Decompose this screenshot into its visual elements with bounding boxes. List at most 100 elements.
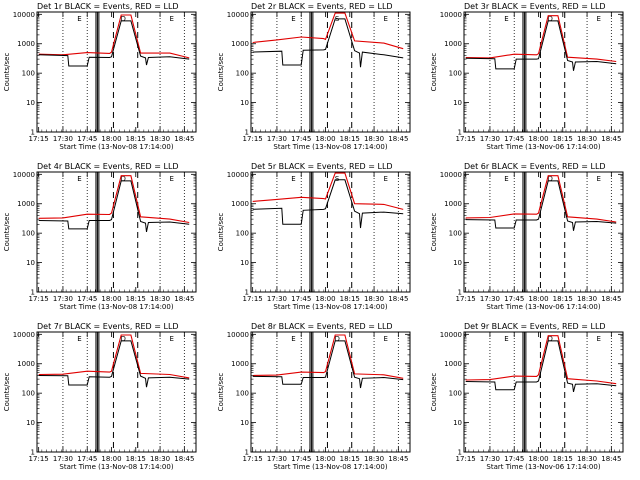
y-tick-label: 1000 <box>17 360 35 368</box>
y-tick-label: 10000 <box>440 171 462 179</box>
flag-label: E <box>504 15 508 23</box>
x-tick-label: 18:30 <box>364 135 384 143</box>
series-line-lld <box>465 175 617 223</box>
x-tick-label: 18:00 <box>101 295 121 303</box>
y-tick-label: 1 <box>31 129 35 137</box>
x-tick-label: 17:45 <box>77 455 97 463</box>
x-tick-label: 18:15 <box>340 135 360 143</box>
y-tick-label: 100 <box>22 70 35 78</box>
x-axis-label: Start Time (13-Nov-08 17:14:00) <box>273 303 387 311</box>
y-tick-label: 10000 <box>227 11 249 19</box>
y-axis-label: Counts/sec <box>430 53 438 92</box>
y-tick-label: 1 <box>31 449 35 457</box>
series-line-lld <box>252 172 404 210</box>
x-tick-label: 17:30 <box>267 135 287 143</box>
series-line-lld <box>38 175 190 224</box>
y-tick-label: 100 <box>22 230 35 238</box>
y-axis-label: Counts/sec <box>217 53 225 92</box>
x-tick-label: 17:45 <box>77 295 97 303</box>
x-tick-label: 18:45 <box>388 295 408 303</box>
y-tick-label: 10 <box>240 419 249 427</box>
panel-det-3: Det 3r BLACK = Events, RED = LLD E D E 1 10 10… <box>430 2 624 151</box>
flag-label: E <box>383 15 387 23</box>
flag-label: D <box>120 15 125 23</box>
panel-title: Det 5r BLACK = Events, RED = LLD <box>251 162 393 171</box>
y-tick-label: 10000 <box>13 11 35 19</box>
y-tick-label: 100 <box>22 390 35 398</box>
x-tick-label: 18:00 <box>528 455 548 463</box>
plot-frame <box>36 171 197 293</box>
x-tick-label: 18:45 <box>174 455 194 463</box>
y-tick-label: 100 <box>236 390 249 398</box>
y-tick-label: 10 <box>26 419 35 427</box>
y-tick-label: 1 <box>458 289 462 297</box>
series-line-lld <box>465 15 617 63</box>
x-tick-label: 17:30 <box>267 295 287 303</box>
x-tick-label: 18:30 <box>577 455 597 463</box>
x-tick-label: 17:45 <box>77 135 97 143</box>
x-tick-label: 17:15 <box>456 135 476 143</box>
y-tick-label: 10 <box>453 99 462 107</box>
x-tick-label: 17:15 <box>456 295 476 303</box>
x-axis-label: Start Time (13-Nov-06 17:14:00) <box>486 303 600 311</box>
series-line-lld <box>38 14 190 59</box>
x-tick-label: 18:15 <box>126 135 146 143</box>
plot-frame <box>250 171 411 293</box>
plot-frame <box>36 331 197 453</box>
series-line-events <box>465 20 617 71</box>
plot-frame <box>463 171 624 293</box>
y-tick-label: 10 <box>240 259 249 267</box>
panel-title: Det 4r BLACK = Events, RED = LLD <box>37 162 179 171</box>
flag-label: S <box>335 175 340 183</box>
plot-frame <box>36 11 197 133</box>
y-axis-label: Counts/sec <box>430 213 438 252</box>
x-tick-label: 18:00 <box>528 295 548 303</box>
x-tick-label: 18:30 <box>577 135 597 143</box>
x-tick-label: 18:45 <box>601 135 621 143</box>
y-tick-label: 1 <box>245 129 249 137</box>
x-tick-label: 18:15 <box>340 455 360 463</box>
panel-title: Det 3r BLACK = Events, RED = LLD <box>464 2 606 11</box>
flag-label: D <box>120 335 125 343</box>
flag-label: D <box>547 335 552 343</box>
flag-label: E <box>596 15 600 23</box>
panel-title: Det 9r BLACK = Events, RED = LLD <box>464 322 606 331</box>
flag-label: E <box>291 15 295 23</box>
y-tick-label: 1 <box>458 449 462 457</box>
y-tick-label: 1000 <box>231 360 249 368</box>
y-axis-label: Counts/sec <box>3 373 11 412</box>
x-tick-label: 17:15 <box>29 295 49 303</box>
flag-label: E <box>504 335 508 343</box>
flag-label: D <box>120 175 125 183</box>
y-axis-label: Counts/sec <box>430 373 438 412</box>
y-tick-label: 1 <box>245 449 249 457</box>
x-tick-label: 18:15 <box>126 455 146 463</box>
x-tick-label: 18:30 <box>150 455 170 463</box>
x-tick-label: 17:15 <box>243 135 263 143</box>
flag-label: E <box>77 175 81 183</box>
y-tick-label: 10 <box>453 419 462 427</box>
x-tick-label: 17:45 <box>504 135 524 143</box>
x-tick-label: 17:15 <box>456 455 476 463</box>
x-tick-label: 18:00 <box>528 135 548 143</box>
x-tick-label: 17:30 <box>480 455 500 463</box>
series-line-lld <box>252 12 404 50</box>
panel-det-6: Det 6r BLACK = Events, RED = LLD E D E 1 10 10… <box>430 162 624 311</box>
panel-title: Det 8r BLACK = Events, RED = LLD <box>251 322 393 331</box>
x-axis-label: Start Time (13-Nov-06 17:14:00) <box>486 463 600 471</box>
x-tick-label: 17:45 <box>504 295 524 303</box>
flag-label: D <box>547 175 552 183</box>
y-axis-label: Counts/sec <box>217 373 225 412</box>
series-line-events <box>252 18 404 68</box>
x-tick-label: 17:30 <box>53 135 73 143</box>
x-axis-label: Start Time (13-Nov-06 17:14:00) <box>486 143 600 151</box>
x-tick-label: 18:15 <box>553 295 573 303</box>
x-axis-label: Start Time (13-Nov-08 17:14:00) <box>59 463 173 471</box>
y-tick-label: 1000 <box>231 200 249 208</box>
y-tick-label: 10000 <box>13 171 35 179</box>
series-line-lld <box>38 334 190 379</box>
series-line-events <box>465 180 617 231</box>
x-tick-label: 17:30 <box>267 455 287 463</box>
x-axis-label: Start Time (13-Nov-08 17:14:00) <box>59 143 173 151</box>
